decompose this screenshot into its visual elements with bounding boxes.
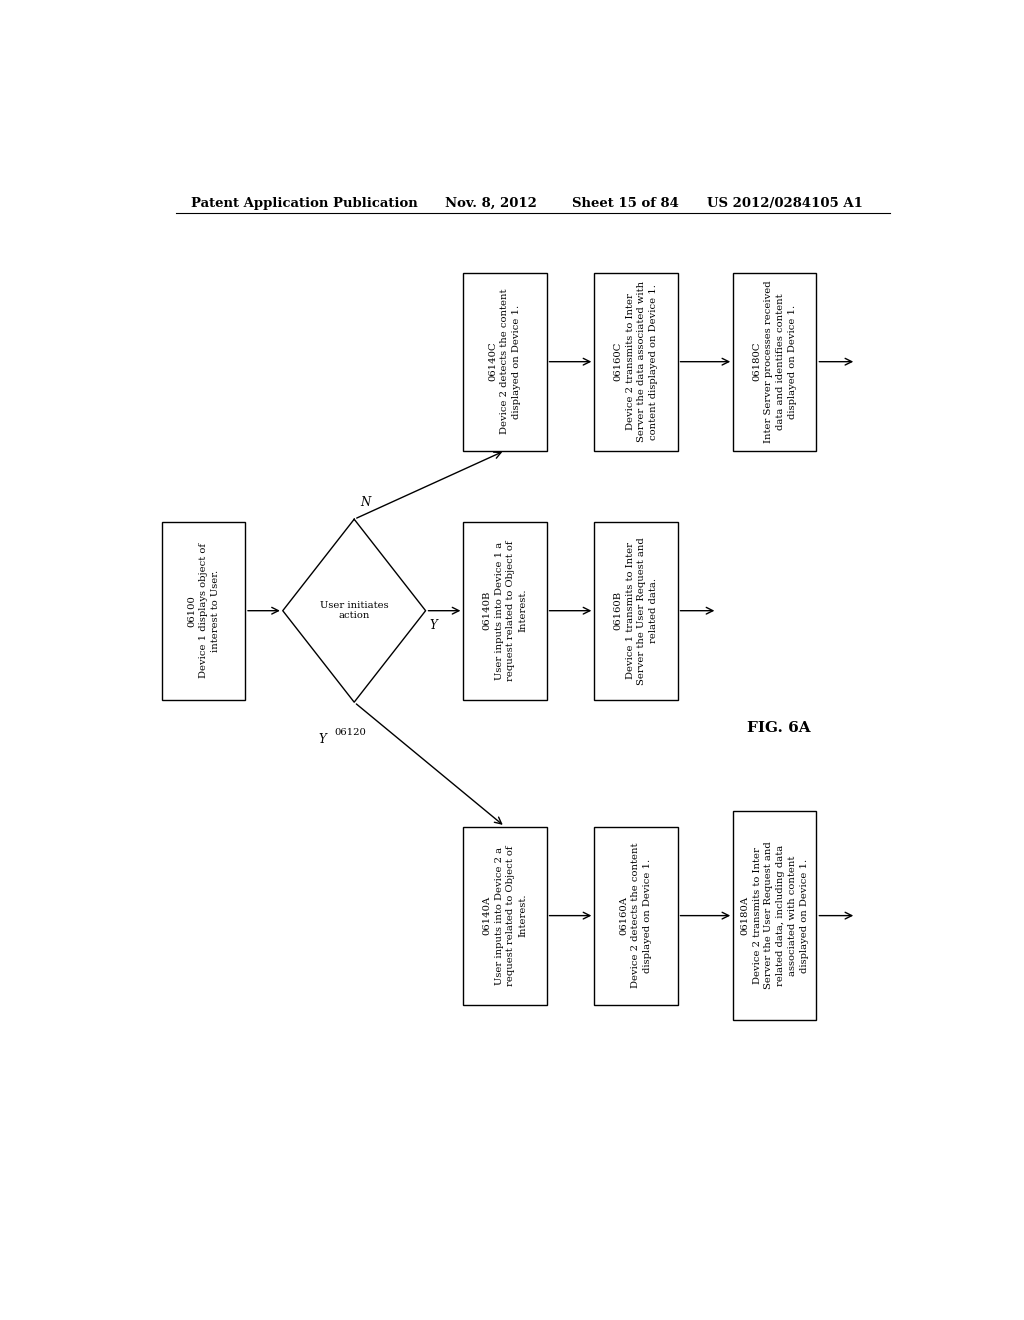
Bar [162, 521, 245, 700]
Text: US 2012/0284105 A1: US 2012/0284105 A1 [708, 197, 863, 210]
Text: 06160A
Device 2 detects the content
displayed on Device 1.: 06160A Device 2 detects the content disp… [620, 843, 652, 989]
Text: Y: Y [430, 619, 437, 632]
Text: Nov. 8, 2012: Nov. 8, 2012 [445, 197, 538, 210]
Text: 06160C
Device 2 transmits to Inter
Server the data associated with
content displ: 06160C Device 2 transmits to Inter Serve… [613, 281, 658, 442]
Text: Sheet 15 of 84: Sheet 15 of 84 [572, 197, 679, 210]
Text: 06140A
User inputs into Device 2 a
request related to Object of
Interest.: 06140A User inputs into Device 2 a reque… [482, 845, 527, 986]
Bar [594, 826, 678, 1005]
Bar [594, 521, 678, 700]
Text: 06140C
Device 2 detects the content
displayed on Device 1.: 06140C Device 2 detects the content disp… [488, 289, 521, 434]
Text: User initiates
action: User initiates action [319, 601, 388, 620]
Bar [733, 812, 816, 1020]
Text: FIG. 6A: FIG. 6A [746, 721, 811, 735]
Text: 06160B
Device 1 transmits to Inter
Server the User Request and
related data.: 06160B Device 1 transmits to Inter Serve… [613, 537, 658, 685]
Text: 06180C
Inter Server processes received
data and identifies content
displayed on : 06180C Inter Server processes received d… [753, 280, 797, 444]
Text: Patent Application Publication: Patent Application Publication [191, 197, 418, 210]
Text: 06180A
Device 2 transmits to Inter
Server the User Request and
related data, inc: 06180A Device 2 transmits to Inter Serve… [740, 842, 809, 990]
Bar [594, 273, 678, 450]
Text: 06120: 06120 [334, 727, 367, 737]
Bar [733, 273, 816, 450]
Text: Y: Y [318, 733, 327, 746]
Bar [463, 273, 547, 450]
Text: 06100
Device 1 displays object of
interest to User.: 06100 Device 1 displays object of intere… [187, 543, 220, 678]
Bar [463, 826, 547, 1005]
Text: N: N [360, 496, 371, 510]
Text: 06140B
User inputs into Device 1 a
request related to Object of
Interest.: 06140B User inputs into Device 1 a reque… [482, 540, 527, 681]
Bar [463, 521, 547, 700]
